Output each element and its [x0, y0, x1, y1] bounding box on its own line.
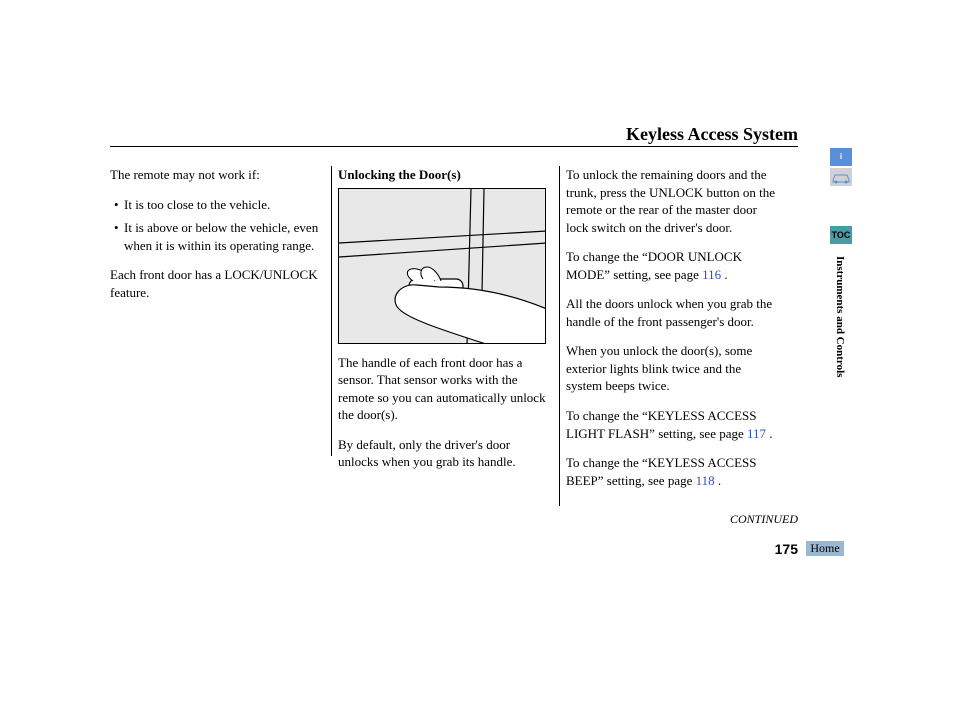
title-rule [110, 146, 798, 147]
col2-para1: The handle of each front door has a sens… [338, 354, 548, 424]
text: . [715, 473, 722, 488]
col3-para2: To change the “DOOR UNLOCK MODE” setting… [566, 248, 776, 283]
continued-label: CONTINUED [730, 512, 798, 527]
door-handle-illustration [338, 188, 546, 344]
column-1: The remote may not work if: It is too cl… [110, 166, 320, 313]
text: . [721, 267, 728, 282]
toc-tab[interactable]: TOC [830, 226, 852, 244]
col2-heading: Unlocking the Door(s) [338, 166, 548, 184]
page-link-117[interactable]: 117 [747, 426, 766, 441]
col3-para1: To unlock the remaining doors and the tr… [566, 166, 776, 236]
column-divider [559, 166, 560, 506]
column-divider [331, 166, 332, 456]
page-link-116[interactable]: 116 [702, 267, 721, 282]
col3-para6: To change the “KEYLESS ACCESS BEEP” sett… [566, 454, 776, 489]
section-label: Instruments and Controls [834, 256, 846, 377]
col2-para2: By default, only the driver's door unloc… [338, 436, 548, 471]
col1-para2: Each front door has a LOCK/UNLOCK featur… [110, 266, 320, 301]
page-link-118[interactable]: 118 [696, 473, 715, 488]
side-tabs: i TOC [830, 148, 852, 246]
bullet-item: It is too close to the vehicle. [114, 196, 320, 214]
col3-para3: All the doors unlock when you grab the h… [566, 295, 776, 330]
page-number: 175 [775, 541, 798, 557]
col1-intro: The remote may not work if: [110, 166, 320, 184]
home-button[interactable]: Home [806, 541, 844, 556]
col3-para4: When you unlock the door(s), some exteri… [566, 342, 776, 395]
car-tab[interactable] [830, 168, 852, 186]
col3-para5: To change the “KEYLESS ACCESS LIGHT FLAS… [566, 407, 776, 442]
text: . [766, 426, 773, 441]
text: To change the “KEYLESS ACCESS LIGHT FLAS… [566, 408, 756, 441]
page-title: Keyless Access System [626, 124, 798, 145]
info-tab[interactable]: i [830, 148, 852, 166]
text: To change the “KEYLESS ACCESS BEEP” sett… [566, 455, 756, 488]
bullet-item: It is above or below the vehicle, even w… [114, 219, 320, 254]
col1-bullets: It is too close to the vehicle. It is ab… [110, 196, 320, 255]
column-3: To unlock the remaining doors and the tr… [566, 166, 776, 501]
column-2: Unlocking the Door(s) The handle of each… [338, 166, 548, 483]
